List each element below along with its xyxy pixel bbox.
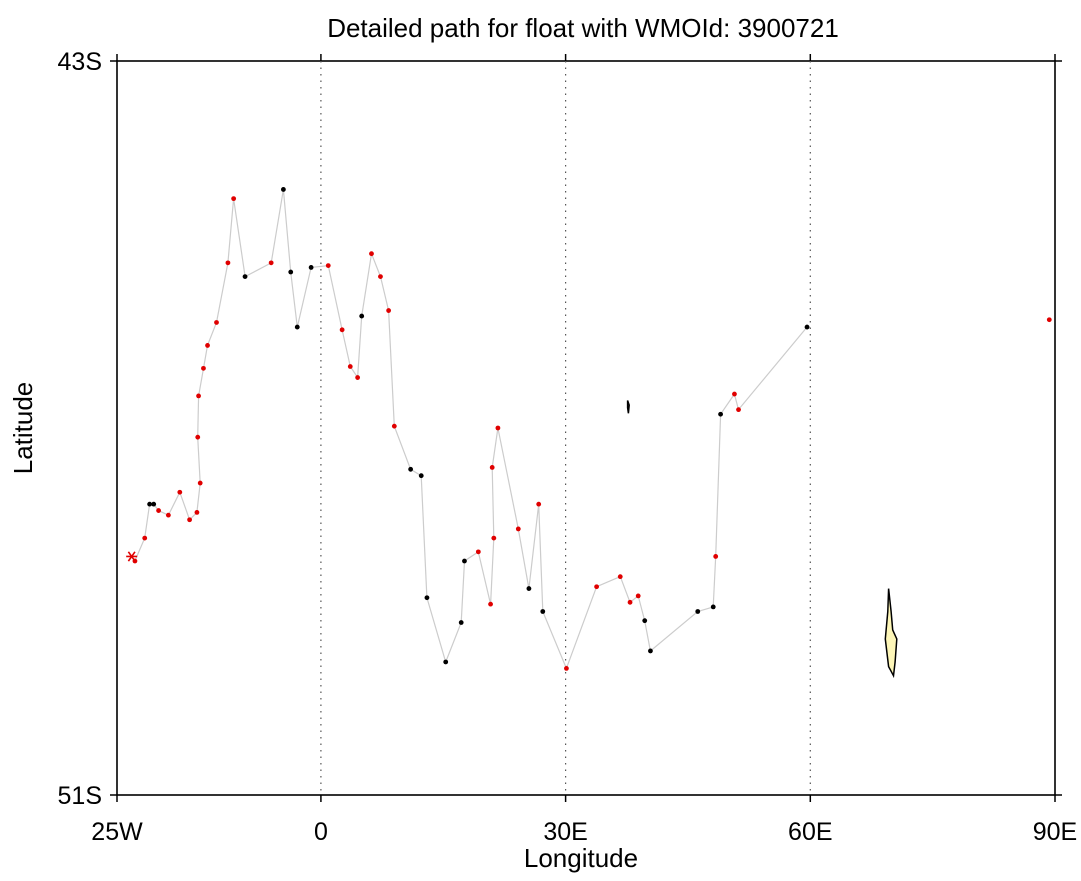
profile-point	[536, 501, 542, 507]
graticule	[320, 61, 811, 795]
profile-point	[242, 274, 248, 280]
y-axis-ticks: 43S 51S	[58, 48, 1062, 810]
start-marker	[126, 551, 138, 562]
profile-point	[355, 375, 361, 380]
profile-point	[339, 327, 345, 333]
profile-point	[359, 313, 365, 319]
profile-point	[177, 489, 183, 495]
profile-point	[642, 618, 648, 624]
profile-point	[201, 365, 206, 371]
profile-point	[495, 425, 501, 431]
profile-point	[443, 659, 449, 665]
profile-point	[648, 648, 653, 654]
profile-point	[710, 604, 716, 610]
profile-point	[197, 480, 203, 486]
profile-point	[489, 465, 495, 470]
profile-point	[308, 265, 314, 270]
x-tick-label: 0	[314, 818, 328, 846]
profile-point	[268, 260, 274, 266]
y-axis-label: Latitude	[8, 382, 38, 475]
profile-point	[369, 251, 374, 257]
y-tick-label: 43S	[58, 48, 102, 76]
profile-point	[142, 535, 148, 541]
profile-point	[488, 601, 493, 607]
profile-point	[225, 260, 231, 266]
x-axis-label: Longitude	[524, 843, 638, 873]
x-tick-label: 25W	[91, 818, 143, 846]
plot-frame	[116, 60, 1056, 796]
profile-point	[1046, 317, 1052, 323]
x-tick-label: 60E	[788, 818, 832, 846]
profile-point	[462, 558, 467, 564]
profile-point	[540, 609, 546, 614]
profile-point	[594, 584, 600, 590]
profile-point	[378, 274, 383, 280]
island-outline	[626, 400, 630, 414]
profile-point	[804, 324, 810, 330]
profile-point	[147, 501, 153, 507]
profile-point	[231, 196, 237, 202]
x-axis-ticks: 25W 0 30E 60E 90E	[91, 54, 1077, 846]
profile-point	[347, 364, 353, 369]
profile-point	[736, 407, 741, 413]
profile-point	[418, 473, 424, 479]
profile-point	[732, 391, 737, 397]
profile-point	[194, 510, 200, 515]
profile-point	[151, 501, 157, 507]
profile-positions	[126, 187, 1052, 671]
profile-point	[386, 308, 392, 313]
profile-point	[627, 599, 633, 605]
profile-point	[617, 574, 623, 580]
profile-point	[391, 423, 397, 429]
profile-point	[288, 269, 294, 275]
profile-point	[165, 512, 171, 518]
profile-point	[196, 393, 201, 399]
profile-point	[280, 187, 286, 192]
profile-point	[187, 517, 192, 523]
x-tick-label: 30E	[543, 818, 587, 846]
float-track	[131, 189, 808, 671]
track-line	[131, 189, 808, 671]
y-tick-label: 51S	[58, 782, 102, 810]
profile-point	[424, 595, 430, 601]
profile-point	[205, 343, 210, 348]
profile-point	[564, 665, 569, 671]
profile-point	[515, 526, 521, 532]
profile-point	[718, 411, 723, 417]
profile-point	[325, 263, 331, 269]
island-outline	[884, 588, 898, 679]
profile-point	[695, 609, 701, 614]
profile-point	[713, 554, 719, 559]
start-marker-stroke	[127, 551, 136, 562]
profile-point	[458, 620, 464, 625]
x-tick-label: 90E	[1033, 818, 1077, 846]
profile-point	[408, 466, 414, 472]
island-outlines	[626, 400, 898, 679]
profile-point	[526, 586, 532, 591]
profile-point	[491, 535, 497, 541]
profile-point	[156, 508, 161, 513]
map-title: Detailed path for float with WMOId: 3900…	[327, 13, 839, 43]
profile-point	[195, 434, 201, 440]
profile-point	[294, 324, 300, 330]
profile-point	[214, 320, 219, 325]
profile-point	[635, 593, 641, 599]
profile-point	[475, 549, 481, 555]
